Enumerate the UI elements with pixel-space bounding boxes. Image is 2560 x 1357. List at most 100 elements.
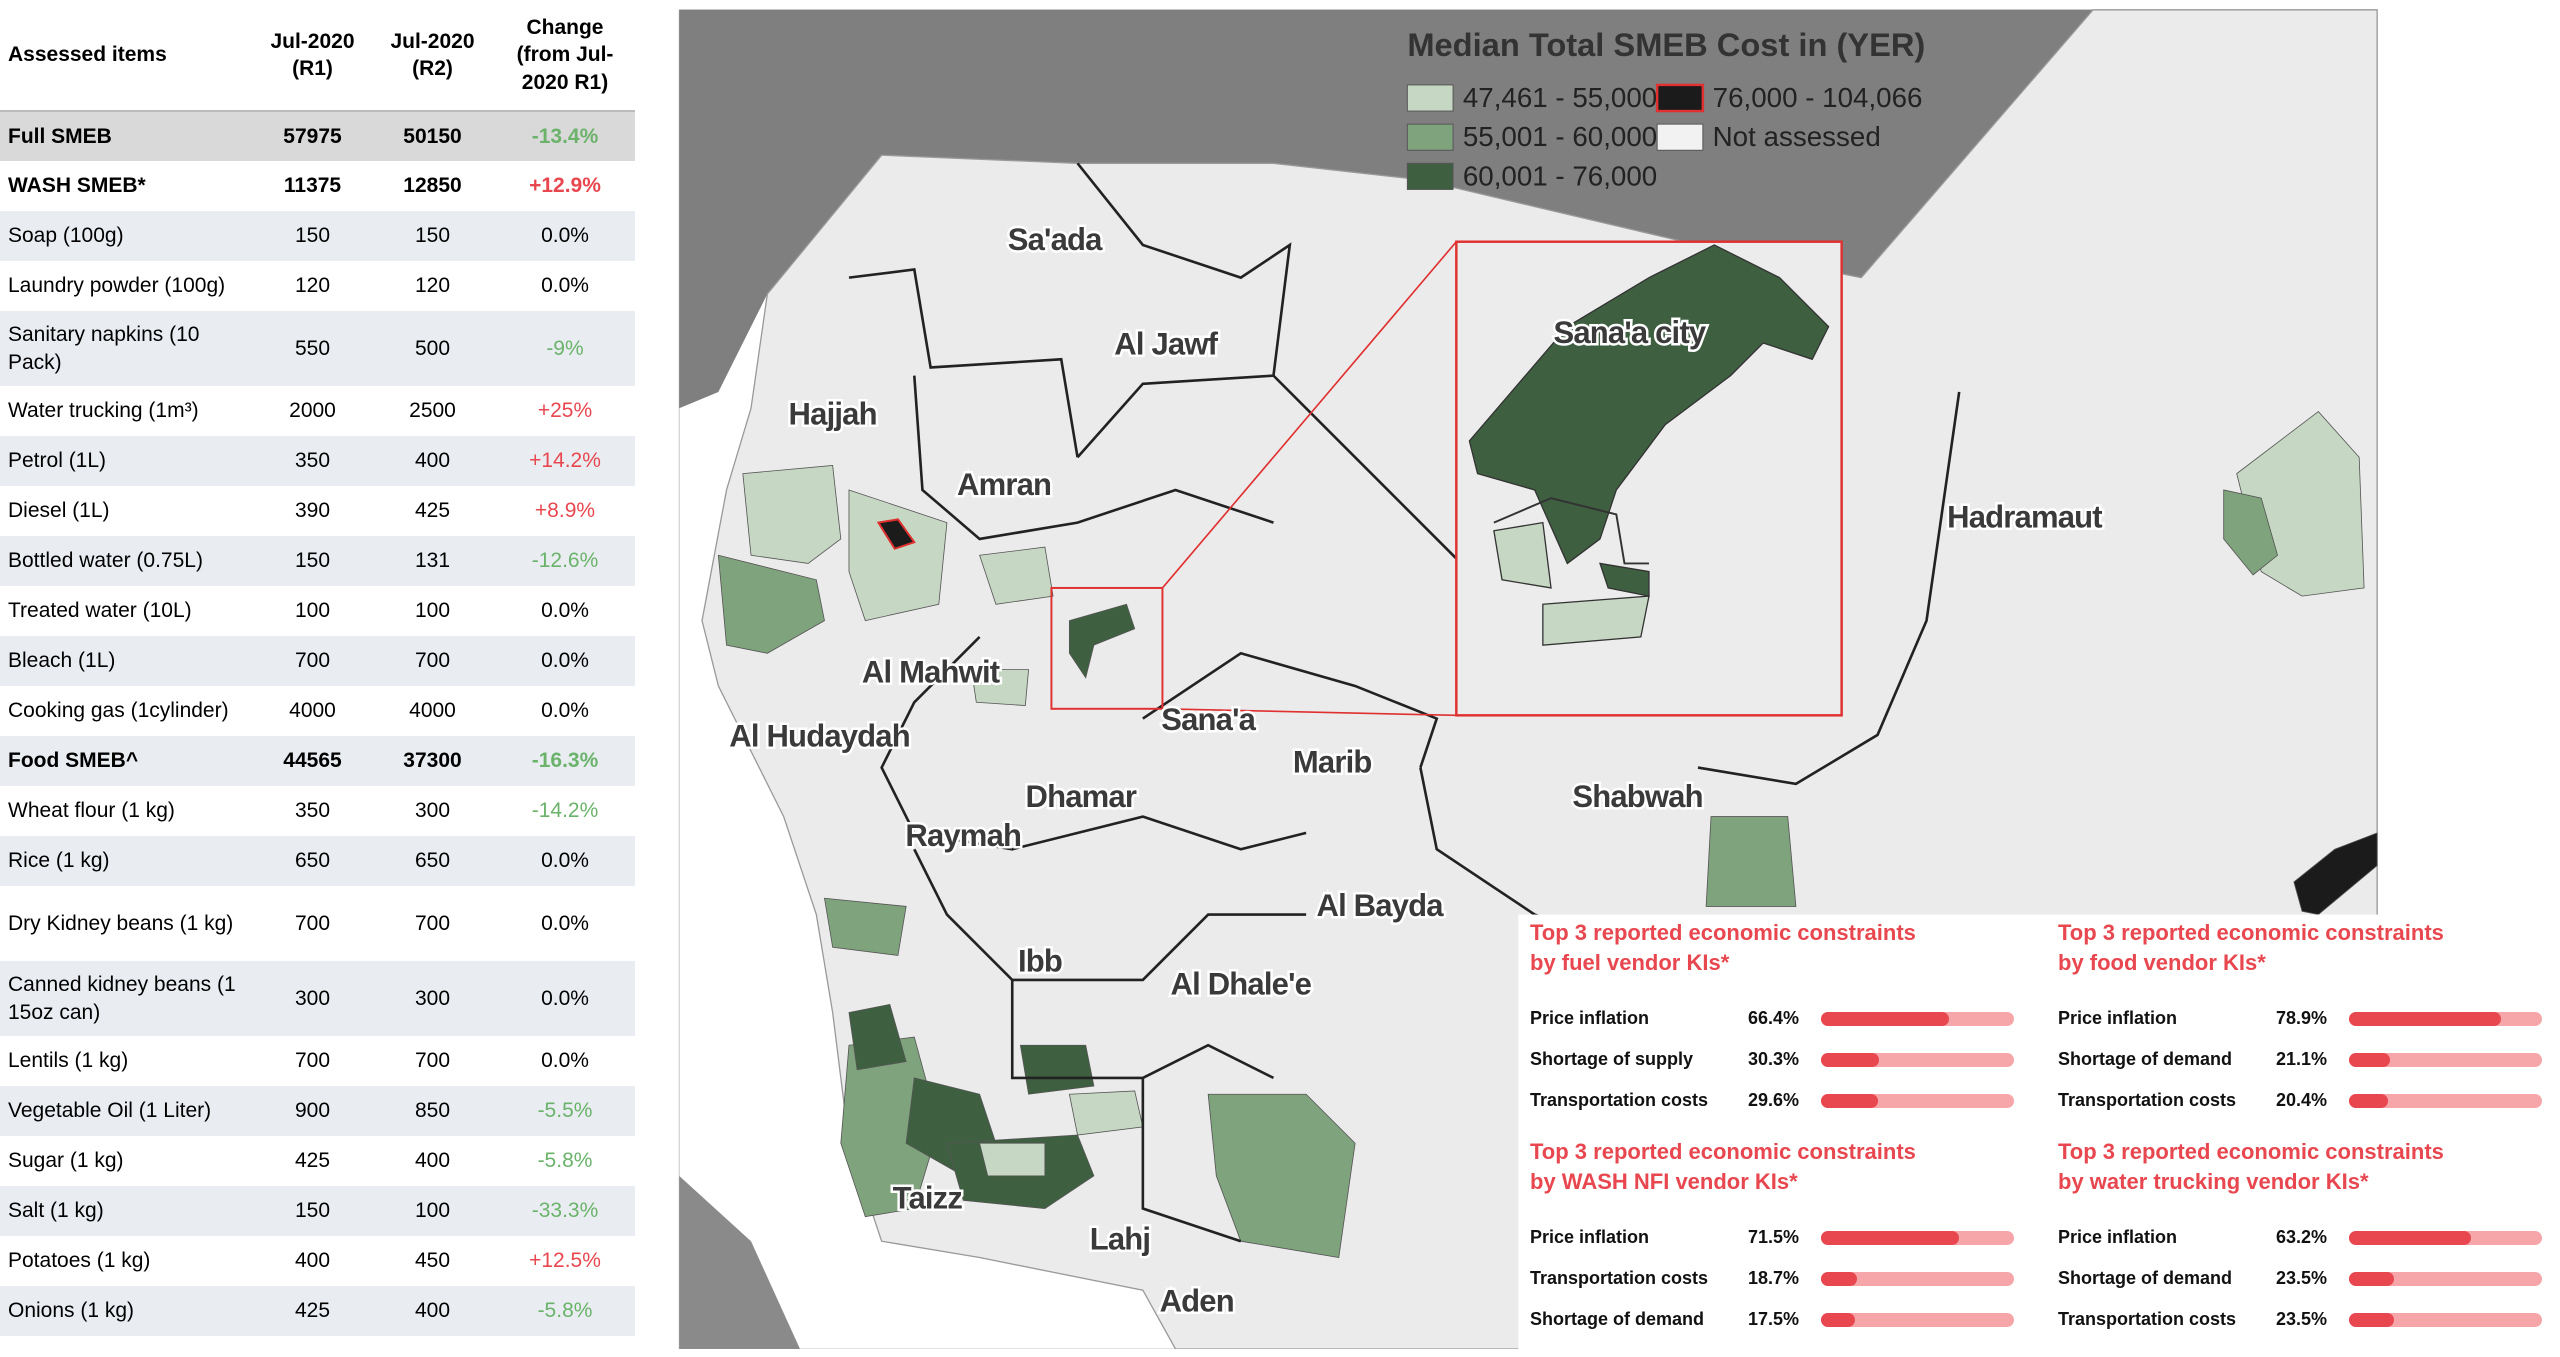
constraint-panel: Top 3 reported economic constraints by fu…	[1530, 918, 2050, 1138]
constraint-panel: Top 3 reported economic constraints by WA…	[1530, 1137, 2050, 1357]
table-row: Potatoes (1 kg) 400 450 +12.5%	[0, 1236, 635, 1286]
table-row: Bottled water (0.75L) 150 131 -12.6%	[0, 536, 635, 586]
change-cell: -33.3%	[495, 1186, 635, 1236]
item-name: Sugar (1 kg)	[8, 1149, 124, 1173]
table-row: Laundry powder (100g) 120 120 0.0%	[0, 261, 635, 311]
price-table: Assessed items Jul-2020 (R1) Jul-2020 (R2)…	[0, 0, 635, 1336]
change-cell: -13.4%	[495, 111, 635, 161]
item-name: Potatoes (1 kg)	[8, 1249, 151, 1273]
item-name: Cooking gas (1cylinder)	[8, 699, 229, 723]
bar-label: Shortage of demand	[1530, 1309, 1705, 1329]
constraint-panel: Top 3 reported economic constraints by fo…	[2058, 918, 2560, 1138]
value-label: 20.4%	[2276, 1090, 2328, 1110]
panel-title: Top 3 reported economic constraints	[1530, 1139, 1916, 1164]
legend-label: 55,001 - 60,000	[1463, 121, 1657, 152]
district	[2223, 489, 2279, 576]
inset-district	[1542, 595, 1650, 646]
bar-label: Transportation costs	[2058, 1090, 2237, 1110]
bar-label: Price inflation	[2058, 1008, 2178, 1028]
bar-label: Transportation costs	[1530, 1268, 1709, 1288]
bar-label: Shortage of supply	[1530, 1049, 1694, 1069]
inset-district	[1468, 244, 1830, 565]
legend-label: 76,000 - 104,066	[1713, 82, 1923, 113]
value-label: 71.5%	[1748, 1227, 1800, 1247]
bar-track	[1821, 1094, 2014, 1108]
panel-title: by water trucking vendor KIs*	[2058, 1169, 2369, 1194]
legend-swatch	[1406, 123, 1454, 151]
header-cell: Jul-2020 (R2)	[370, 0, 495, 112]
price-cell: 150	[255, 211, 370, 261]
legend-title: Median Total SMEB Cost in (YER)	[1407, 26, 1925, 63]
change-cell: +12.5%	[529, 1249, 601, 1273]
change-cell: +25%	[537, 399, 593, 423]
governorate-border	[1076, 162, 1292, 459]
bar-track	[1821, 1313, 2014, 1327]
table-row: Rice (1 kg) 650 650 0.0%	[0, 836, 635, 886]
neighbour-land	[679, 9, 2094, 409]
value-label: 78.9%	[2276, 1008, 2328, 1028]
bar	[2349, 1012, 2502, 1026]
africa-land	[679, 1175, 800, 1349]
price-cell: 425	[255, 1286, 370, 1336]
value-label: 63.2%	[2276, 1227, 2328, 1247]
price-cell: 400	[370, 1286, 495, 1336]
value-label: 17.5%	[1748, 1309, 1800, 1329]
region-label: Lahj	[1090, 1221, 1150, 1256]
table-row: Soap (100g) 150 150 0.0%	[0, 211, 635, 261]
bar	[2349, 1053, 2390, 1067]
item-name: Vegetable Oil (1 Liter)	[0, 1086, 255, 1136]
inset-connector	[1161, 241, 1457, 589]
price-cell: 550	[255, 311, 370, 386]
item-name: Lentils (1 kg)	[8, 1049, 129, 1073]
value-label: 18.7%	[1748, 1268, 1800, 1288]
change-cell: -16.3%	[495, 736, 635, 786]
bar-row: Shortage of supply 30.3%	[1530, 1045, 2050, 1075]
constraint-panel: Top 3 reported economic constraints by wa…	[2058, 1137, 2560, 1357]
price-cell: 4000	[409, 699, 456, 723]
change-cell: -5.5%	[495, 1086, 635, 1136]
table-row: Onions (1 kg) 425 400 -5.8%	[0, 1286, 635, 1336]
region-label: Sa'ada	[1008, 222, 1103, 257]
bar-label: Shortage of demand	[2058, 1268, 2233, 1288]
change-cell: 0.0%	[541, 1049, 589, 1073]
bar-label: Shortage of demand	[2058, 1049, 2233, 1069]
district	[1068, 603, 1136, 679]
district	[979, 546, 1054, 605]
item-name: Diesel (1L)	[8, 499, 110, 523]
district	[742, 465, 842, 564]
price-cell: 100	[414, 599, 451, 623]
bar-row: Shortage of demand 17.5%	[1530, 1305, 2050, 1335]
district	[1705, 816, 1797, 907]
change-cell: 0.0%	[495, 961, 635, 1036]
region-label: Al Jawf	[1114, 326, 1218, 361]
item-name: WASH SMEB*	[8, 174, 146, 198]
table-row: Wheat flour (1 kg) 350 300 -14.2%	[0, 786, 635, 836]
panel-title: Top 3 reported economic constraints	[2058, 1139, 2444, 1164]
bar-row: Price inflation 78.9%	[2058, 1004, 2560, 1034]
region-label: Sana'a	[1161, 702, 1256, 737]
price-cell: 120	[414, 274, 451, 298]
change-cell: -5.8%	[495, 1286, 635, 1336]
bar-track	[2349, 1053, 2542, 1067]
bar-track	[1821, 1272, 2014, 1286]
item-name: Onions (1 kg)	[0, 1286, 255, 1336]
bar	[1821, 1313, 1855, 1327]
region-label: Ibb	[1018, 944, 1062, 979]
price-cell: 650	[255, 836, 370, 886]
change-cell: -5.8%	[537, 1149, 593, 1173]
governorate-border	[880, 636, 1307, 851]
price-cell: 37300	[370, 736, 495, 786]
price-cell: 300	[255, 961, 370, 1036]
bar-row: Transportation costs 20.4%	[2058, 1086, 2560, 1116]
price-cell: 700	[414, 911, 451, 935]
price-cell: 300	[370, 961, 495, 1036]
header-cell: Jul-2020 (R1)	[255, 0, 370, 112]
price-cell: 350	[294, 799, 331, 823]
change-cell: 0.0%	[495, 836, 635, 886]
price-cell: 425	[414, 499, 451, 523]
table-row: Cooking gas (1cylinder) 4000 4000 0.0%	[0, 686, 635, 736]
price-cell: 400	[414, 1149, 451, 1173]
inset-district	[1599, 562, 1650, 597]
legend-label: 47,461 - 55,000	[1463, 82, 1657, 113]
price-cell: 700	[414, 1049, 451, 1073]
